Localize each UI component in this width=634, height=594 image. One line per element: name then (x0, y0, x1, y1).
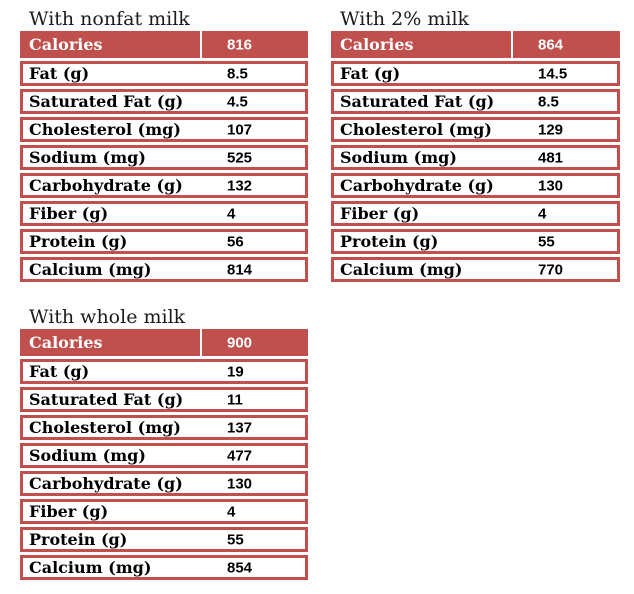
row-label: Cholesterol (mg) (340, 120, 492, 139)
row-value: 56 (227, 233, 244, 250)
table-row: Saturated Fat (g) 4.5 (20, 89, 308, 114)
row-label: Carbohydrate (g) (29, 176, 183, 195)
row-value: 8.5 (538, 93, 559, 110)
nutrition-table-2percent: Calories 864 Fat (g) 14.5 Saturated Fat … (331, 31, 620, 282)
table-row: Calcium (mg) 854 (20, 555, 308, 580)
table-row: Cholesterol (mg) 129 (331, 117, 620, 142)
header-label: Calories (29, 35, 103, 54)
row-label: Calcium (mg) (340, 260, 463, 279)
nonfat-milk-section: With nonfat milk Calories 816 Fat (g) 8.… (20, 8, 308, 282)
row-value: 4 (227, 205, 236, 222)
table-row: Sodium (mg) 525 (20, 145, 308, 170)
row-value: 137 (227, 419, 253, 436)
header-label: Calories (29, 333, 103, 352)
table-row: Protein (g) 56 (20, 229, 308, 254)
table-row: Fiber (g) 4 (331, 201, 620, 226)
table-row: Fat (g) 19 (20, 359, 308, 384)
row-label: Protein (g) (29, 530, 128, 549)
table-row: Protein (g) 55 (331, 229, 620, 254)
row-label: Fiber (g) (29, 204, 109, 223)
table-row: Carbohydrate (g) 132 (20, 173, 308, 198)
table-header-row: Calories 900 (20, 329, 308, 356)
table-row: Carbohydrate (g) 130 (20, 471, 308, 496)
table-row: Sodium (mg) 481 (331, 145, 620, 170)
nutrition-table-nonfat: Calories 816 Fat (g) 8.5 Saturated Fat (… (20, 31, 308, 282)
two-percent-milk-section: With 2% milk Calories 864 Fat (g) 14.5 S… (331, 8, 620, 282)
row-label: Fiber (g) (29, 502, 109, 521)
row-value: 11 (227, 391, 243, 408)
header-column-divider (200, 31, 202, 58)
row-value: 107 (227, 121, 253, 138)
header-value: 816 (227, 36, 253, 53)
header-column-divider (511, 31, 513, 58)
table-row: Calcium (mg) 814 (20, 257, 308, 282)
row-value: 481 (538, 149, 564, 166)
row-label: Calcium (mg) (29, 558, 152, 577)
row-label: Saturated Fat (g) (29, 390, 184, 409)
row-value: 129 (538, 121, 564, 138)
table-title: With 2% milk (340, 8, 470, 30)
table-row: Fiber (g) 4 (20, 499, 308, 524)
row-label: Saturated Fat (g) (29, 92, 184, 111)
table-row: Fiber (g) 4 (20, 201, 308, 226)
header-label: Calories (340, 35, 414, 54)
row-label: Sodium (mg) (340, 148, 457, 167)
row-value: 770 (538, 261, 564, 278)
header-value: 900 (227, 334, 253, 351)
table-title: With whole milk (29, 306, 186, 328)
row-label: Sodium (mg) (29, 446, 146, 465)
table-header-row: Calories 864 (331, 31, 620, 58)
table-row: Cholesterol (mg) 137 (20, 415, 308, 440)
row-label: Saturated Fat (g) (340, 92, 495, 111)
table-row: Fat (g) 8.5 (20, 61, 308, 86)
row-value: 130 (227, 475, 253, 492)
row-label: Protein (g) (29, 232, 128, 251)
row-value: 814 (227, 261, 253, 278)
row-label: Fiber (g) (340, 204, 420, 223)
row-label: Carbohydrate (g) (29, 474, 183, 493)
row-value: 854 (227, 559, 253, 576)
row-label: Fat (g) (29, 64, 90, 83)
row-value: 477 (227, 447, 253, 464)
row-label: Cholesterol (mg) (29, 120, 181, 139)
table-row: Saturated Fat (g) 11 (20, 387, 308, 412)
header-column-divider (200, 329, 202, 356)
row-label: Protein (g) (340, 232, 439, 251)
whole-milk-section: With whole milk Calories 900 Fat (g) 19 … (20, 306, 308, 580)
row-label: Carbohydrate (g) (340, 176, 494, 195)
nutrition-table-whole: Calories 900 Fat (g) 19 Saturated Fat (g… (20, 329, 308, 580)
row-value: 130 (538, 177, 564, 194)
row-value: 55 (227, 531, 244, 548)
row-value: 19 (227, 363, 244, 380)
table-row: Calcium (mg) 770 (331, 257, 620, 282)
table-title: With nonfat milk (29, 8, 190, 30)
table-row: Cholesterol (mg) 107 (20, 117, 308, 142)
row-label: Fat (g) (29, 362, 90, 381)
table-row: Saturated Fat (g) 8.5 (331, 89, 620, 114)
row-value: 132 (227, 177, 253, 194)
table-row: Protein (g) 55 (20, 527, 308, 552)
row-value: 14.5 (538, 65, 568, 82)
row-value: 4 (227, 503, 236, 520)
table-row: Sodium (mg) 477 (20, 443, 308, 468)
header-value: 864 (538, 36, 564, 53)
row-label: Fat (g) (340, 64, 401, 83)
row-label: Cholesterol (mg) (29, 418, 181, 437)
table-row: Fat (g) 14.5 (331, 61, 620, 86)
row-value: 8.5 (227, 65, 248, 82)
row-value: 55 (538, 233, 555, 250)
row-value: 4 (538, 205, 547, 222)
row-value: 525 (227, 149, 253, 166)
row-label: Sodium (mg) (29, 148, 146, 167)
table-header-row: Calories 816 (20, 31, 308, 58)
row-label: Calcium (mg) (29, 260, 152, 279)
row-value: 4.5 (227, 93, 248, 110)
table-row: Carbohydrate (g) 130 (331, 173, 620, 198)
